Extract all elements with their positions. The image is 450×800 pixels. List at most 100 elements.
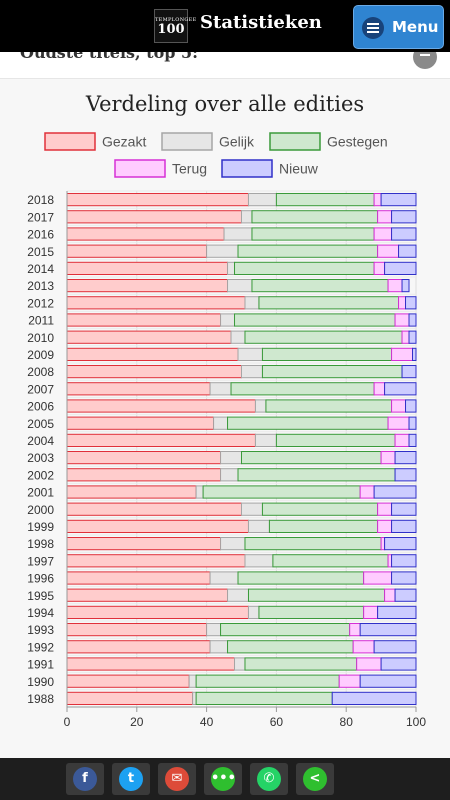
bar-gestegen-1999: [268, 519, 379, 533]
bar-nieuw-1998: [384, 537, 417, 551]
bar-gelijk-1999: [247, 519, 270, 533]
bar-nieuw-2005: [408, 416, 417, 430]
legend-swatch-gezakt: [44, 132, 96, 151]
bar-terug-2010: [401, 330, 410, 344]
bar-gelijk-1992: [209, 640, 229, 654]
bar-gezakt-1998: [66, 537, 222, 551]
bar-gezakt-1995: [66, 588, 229, 602]
chart-title: Verdeling over alle edities: [85, 92, 364, 116]
y-tick-label-1988: 1988: [27, 692, 54, 706]
bar-nieuw-1991: [380, 657, 417, 671]
bar-terug-1993: [349, 623, 361, 637]
bar-terug-2004: [394, 433, 410, 447]
bar-gestegen-2003: [241, 451, 382, 465]
x-tick-label-60: 60: [270, 715, 284, 729]
bar-terug-1991: [356, 657, 382, 671]
bar-gestegen-2004: [275, 433, 396, 447]
bar-gelijk-1997: [244, 554, 274, 568]
bar-nieuw-2015: [398, 244, 417, 258]
bar-gestegen-1994: [258, 605, 365, 619]
bar-gestegen-1991: [244, 657, 358, 671]
bar-gelijk-2011: [220, 313, 236, 327]
y-tick-label-2014: 2014: [27, 262, 54, 276]
sms-share-button[interactable]: •••: [204, 763, 242, 795]
bar-gelijk-2006: [254, 399, 267, 413]
bar-nieuw-1996: [391, 571, 417, 585]
legend-label-gezakt: Gezakt: [102, 134, 146, 150]
y-tick-label-1999: 1999: [27, 520, 54, 534]
bar-terug-2018: [373, 193, 382, 207]
y-tick-label-1992: 1992: [27, 640, 54, 654]
y-tick-label-2002: 2002: [27, 468, 54, 482]
y-tick-label-1993: 1993: [27, 623, 54, 637]
bar-gezakt-2008: [66, 365, 242, 379]
y-tick-label-1991: 1991: [27, 658, 54, 672]
y-tick-label-2011: 2011: [28, 314, 54, 328]
bar-terug-2005: [387, 416, 410, 430]
bar-nieuw-1994: [377, 605, 417, 619]
bar-gezakt-1997: [66, 554, 246, 568]
bar-nieuw-2000: [391, 502, 417, 516]
bar-terug-1999: [377, 519, 393, 533]
bar-nieuw-2017: [391, 210, 417, 224]
bar-gelijk-2008: [241, 365, 263, 379]
x-tick-label-40: 40: [200, 715, 214, 729]
bar-terug-2001: [359, 485, 375, 499]
y-tick-label-2006: 2006: [27, 400, 54, 414]
bar-gelijk-2009: [237, 347, 263, 361]
bar-gelijk-2016: [223, 227, 253, 241]
bar-gezakt-2004: [66, 433, 256, 447]
bar-gelijk-1994: [247, 605, 260, 619]
legend-label-nieuw: Nieuw: [279, 161, 319, 177]
y-tick-label-1996: 1996: [27, 572, 54, 586]
facebook-icon: f: [73, 767, 97, 791]
share-bar: f t ✉ ••• ✆ <: [0, 758, 450, 800]
bar-nieuw-2012: [405, 296, 417, 310]
bar-nieuw-1997: [391, 554, 417, 568]
bar-terug-2000: [377, 502, 393, 516]
app-logo[interactable]: TEMPLONGEE 100: [154, 9, 196, 43]
y-tick-label-2016: 2016: [27, 228, 54, 242]
bar-nieuw-1992: [373, 640, 417, 654]
bar-gestegen-1996: [237, 571, 365, 585]
bar-terug-1995: [384, 588, 396, 602]
bar-gelijk-2002: [220, 468, 239, 482]
bar-gestegen-2015: [237, 244, 379, 258]
bar-gestegen-1992: [227, 640, 354, 654]
bar-nieuw-1990: [359, 674, 417, 688]
section-header-oldest-titles[interactable]: Oudste titels, top 5:: [0, 52, 450, 79]
bar-gezakt-2001: [66, 485, 197, 499]
twitter-icon: t: [119, 767, 143, 791]
bar-gestegen-2005: [227, 416, 389, 430]
bar-gezakt-1991: [66, 657, 236, 671]
twitter-share-button[interactable]: t: [112, 763, 150, 795]
bar-gestegen-2014: [234, 261, 375, 276]
mail-share-button[interactable]: ✉: [158, 763, 196, 795]
bar-gestegen-2010: [244, 330, 403, 344]
share-share-button[interactable]: <: [296, 763, 334, 795]
bar-gelijk-1991: [234, 657, 246, 671]
bar-gelijk-2018: [247, 193, 277, 207]
bar-nieuw-2008: [401, 365, 417, 379]
distribution-chart: Verdeling over alle edities Gezakt Gelijk G…: [27, 92, 426, 729]
bar-gelijk-2003: [220, 451, 242, 465]
facebook-share-button[interactable]: f: [66, 763, 104, 795]
bar-gezakt-2009: [66, 347, 239, 361]
bar-nieuw-2003: [394, 451, 417, 465]
whatsapp-share-button[interactable]: ✆: [250, 763, 288, 795]
bar-terug-2015: [377, 244, 400, 258]
menu-button[interactable]: Menu: [353, 5, 444, 49]
y-tick-label-2005: 2005: [27, 417, 54, 431]
y-tick-label-2003: 2003: [27, 451, 54, 465]
bar-terug-2014: [373, 261, 386, 276]
y-tick-label-1994: 1994: [27, 606, 54, 620]
legend-swatch-terug: [114, 159, 166, 178]
bar-gezakt-2003: [66, 451, 222, 465]
y-tick-label-2007: 2007: [27, 382, 54, 396]
bar-terug-2011: [394, 313, 410, 327]
bar-nieuw-2010: [408, 330, 417, 344]
collapse-icon[interactable]: [413, 52, 437, 69]
y-tick-label-1995: 1995: [27, 589, 54, 603]
bar-nieuw-2004: [408, 433, 417, 447]
legend-label-gestegen: Gestegen: [327, 134, 388, 150]
